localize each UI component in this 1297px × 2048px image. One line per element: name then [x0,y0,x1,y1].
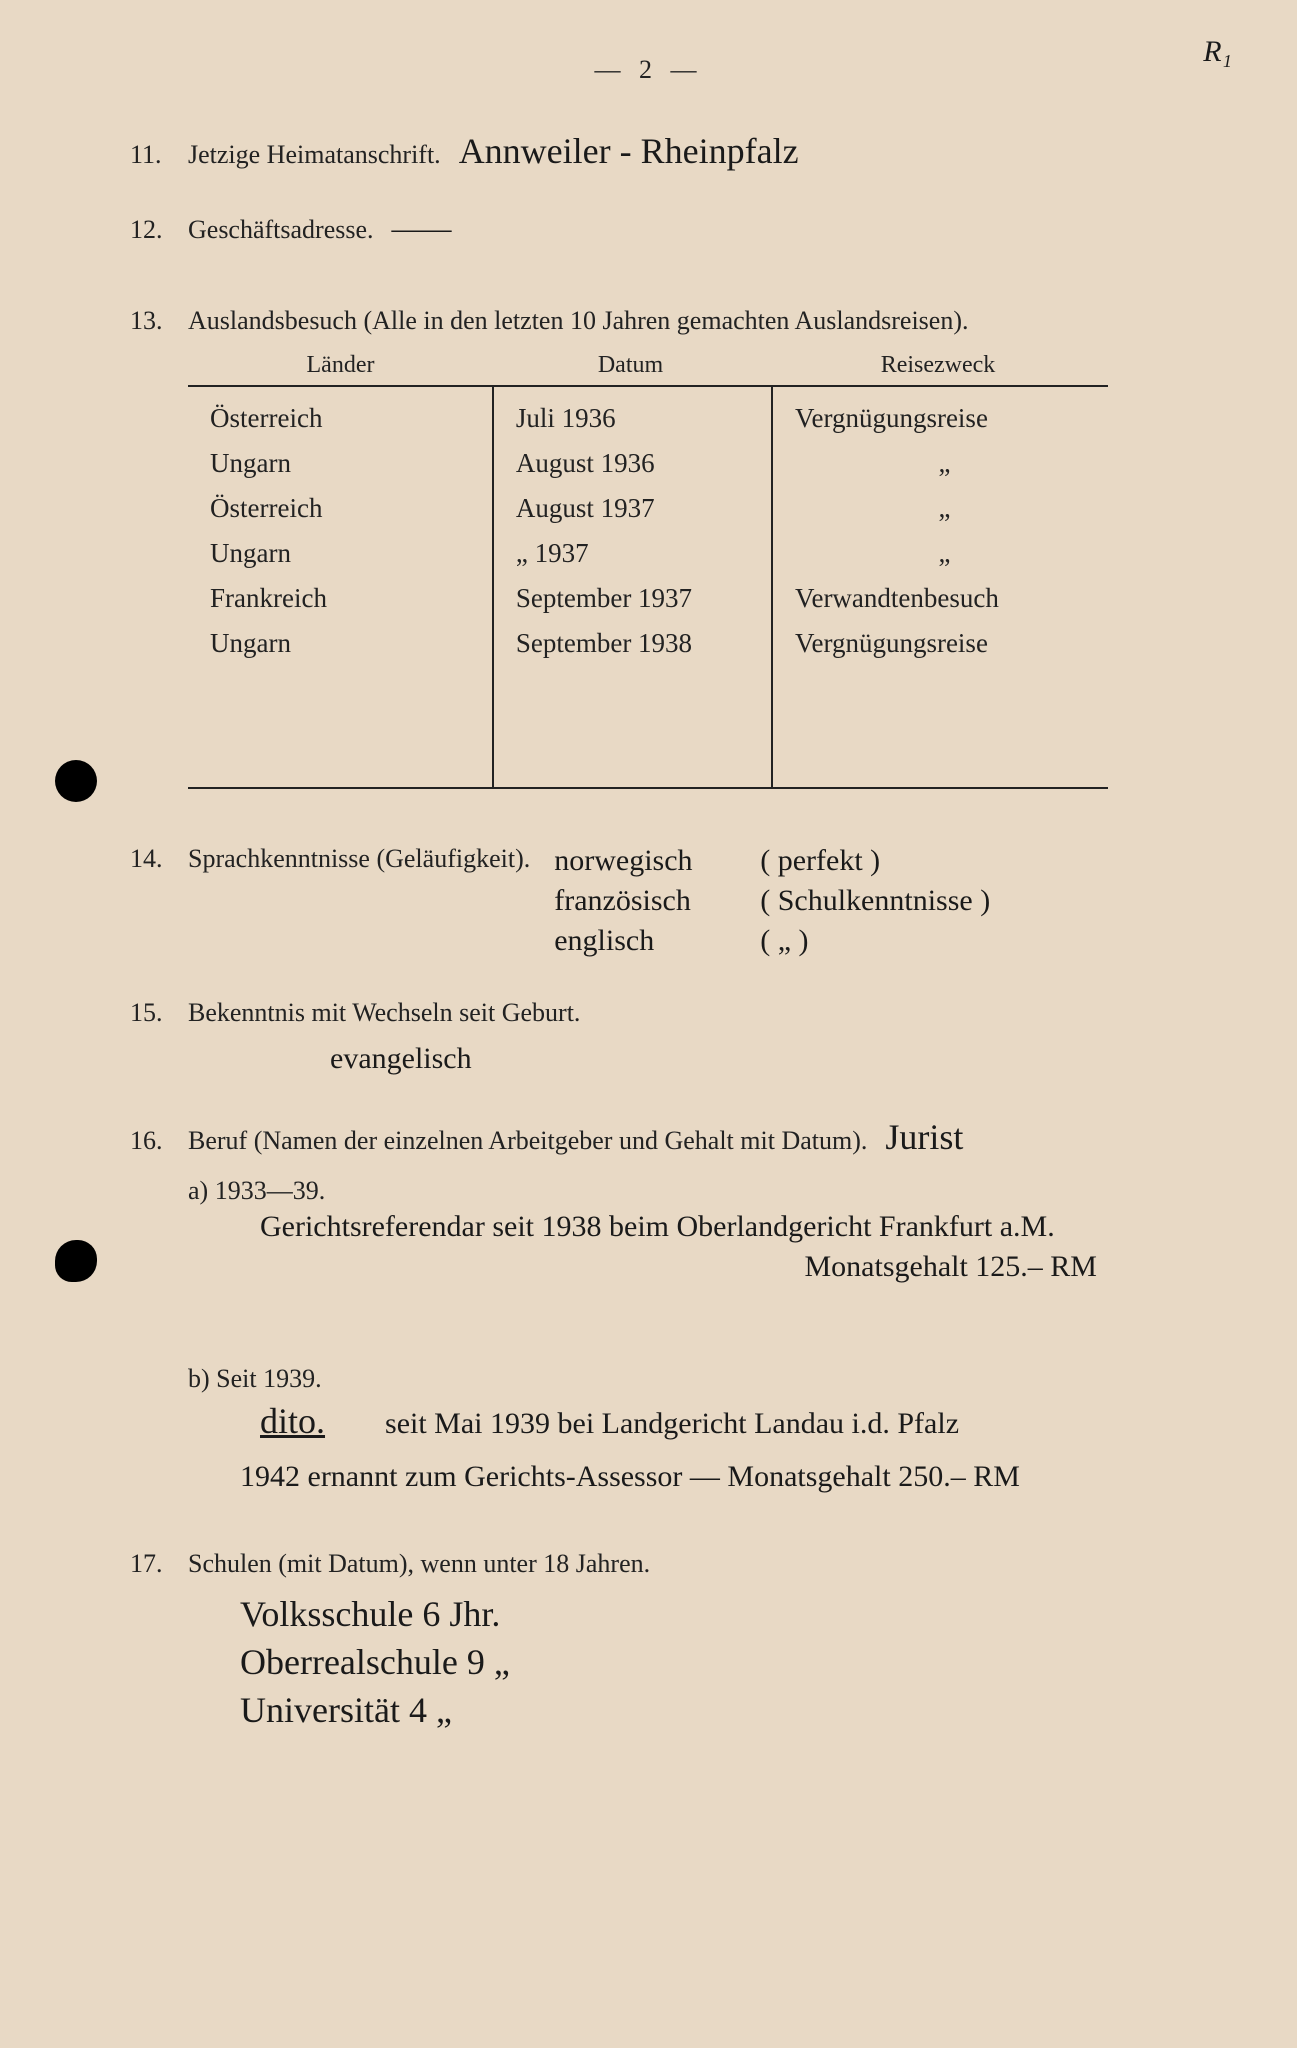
school-line: Volksschule 6 Jhr. [240,1593,1187,1635]
punch-hole [55,760,97,802]
q16-profession: Jurist [885,1116,963,1158]
question-13: 13. Auslandsbesuch (Alle in den letzten … [130,306,1187,789]
q16b-line2: 1942 ernannt zum Gerichts-Assessor — Mon… [240,1460,1187,1494]
q-number: 12. [130,215,188,245]
q-label: Bekenntnis mit Wechseln seit Geburt. [188,998,580,1028]
language-level: ( Schulkenntnisse ) [760,884,990,918]
purpose-column: Vergnügungsreise „ „ „ Verwandtenbesuch … [773,387,1108,787]
table-cell: Österreich [210,403,482,434]
question-16: 16. Beruf (Namen der einzelnen Arbeitgeb… [130,1116,1187,1494]
table-cell: „ 1937 [516,538,761,569]
table-cell: „ [795,493,1098,524]
punch-hole [55,1240,97,1282]
languages-block: norwegisch ( perfekt ) französisch ( Sch… [554,844,990,958]
table-cell: Ungarn [210,448,482,479]
q16a-line2: Monatsgehalt 125.– RM [130,1250,1097,1284]
language-level: ( „ ) [760,924,808,958]
sub-label: b) Seit 1939. [188,1364,322,1394]
table-cell: September 1938 [516,628,761,659]
page-number: — 2 — [595,55,703,85]
sub-label: a) 1933—39. [188,1176,325,1206]
table-cell: „ [795,448,1098,479]
table-cell: Vergnügungsreise [795,628,1098,659]
q-number: 14. [130,844,188,874]
q16-sub-a: a) 1933—39. Gerichtsreferendar seit 1938… [130,1176,1187,1284]
document-page: — 2 — R₁ 11. Jetzige Heimatanschrift. An… [0,0,1297,2048]
question-12: 12. Geschäftsadresse. —— [130,212,1187,246]
q-label: Jetzige Heimatanschrift. [188,140,441,170]
schools-block: Volksschule 6 Jhr. Oberrealschule 9 „ Un… [240,1593,1187,1731]
q16-sub-b: b) Seit 1939. dito. seit Mai 1939 bei La… [130,1364,1187,1494]
q-number: 17. [130,1549,188,1579]
table-cell: Frankreich [210,583,482,614]
q-label: Auslandsbesuch (Alle in den letzten 10 J… [188,306,969,336]
table-body: Österreich Ungarn Österreich Ungarn Fran… [188,385,1108,789]
q-label: Sprachkenntnisse (Geläufigkeit). [188,844,530,874]
language-name: norwegisch [554,844,744,878]
language-level: ( perfekt ) [760,844,880,878]
table-cell: Ungarn [210,538,482,569]
table-cell: Verwandtenbesuch [795,583,1098,614]
school-line: Oberrealschule 9 „ [240,1641,1187,1683]
school-line: Universität 4 „ [240,1689,1187,1731]
form-content: 11. Jetzige Heimatanschrift. Annweiler -… [130,130,1187,1731]
q11-answer: Annweiler - Rheinpfalz [459,130,799,172]
col-header-countries: Länder [188,352,493,379]
q15-answer: evangelisch [330,1042,1187,1076]
language-name: französisch [554,884,744,918]
q16b-dito: dito. [260,1400,325,1442]
table-cell: September 1937 [516,583,761,614]
q-number: 16. [130,1126,188,1156]
table-cell: Juli 1936 [516,403,761,434]
question-17: 17. Schulen (mit Datum), wenn unter 18 J… [130,1549,1187,1731]
table-cell: Ungarn [210,628,482,659]
q-label: Geschäftsadresse. [188,215,374,245]
q-label: Beruf (Namen der einzelnen Arbeitgeber u… [188,1126,867,1156]
col-header-date: Datum [493,352,768,379]
question-11: 11. Jetzige Heimatanschrift. Annweiler -… [130,130,1187,172]
table-cell: Österreich [210,493,482,524]
table-header-row: Länder Datum Reisezweck [188,352,1108,385]
language-name: englisch [554,924,744,958]
q12-answer: —— [392,212,452,246]
q-number: 13. [130,306,188,336]
dates-column: Juli 1936 August 1936 August 1937 „ 1937… [494,387,773,787]
table-cell: Vergnügungsreise [795,403,1098,434]
corner-annotation: R₁ [1203,35,1232,69]
travel-table: Länder Datum Reisezweck Österreich Ungar… [188,352,1108,789]
q-number: 11. [130,140,188,170]
col-header-purpose: Reisezweck [768,352,1108,379]
table-cell: August 1937 [516,493,761,524]
table-cell: August 1936 [516,448,761,479]
q16b-line1b: seit Mai 1939 bei Landgericht Landau i.d… [385,1407,959,1441]
table-cell: „ [795,538,1098,569]
countries-column: Österreich Ungarn Österreich Ungarn Fran… [188,387,494,787]
question-15: 15. Bekenntnis mit Wechseln seit Geburt.… [130,998,1187,1076]
q-number: 15. [130,998,188,1028]
question-14: 14. Sprachkenntnisse (Geläufigkeit). nor… [130,844,1187,958]
q16a-line1: Gerichtsreferendar seit 1938 beim Oberla… [260,1210,1187,1244]
q-label: Schulen (mit Datum), wenn unter 18 Jahre… [188,1549,650,1579]
